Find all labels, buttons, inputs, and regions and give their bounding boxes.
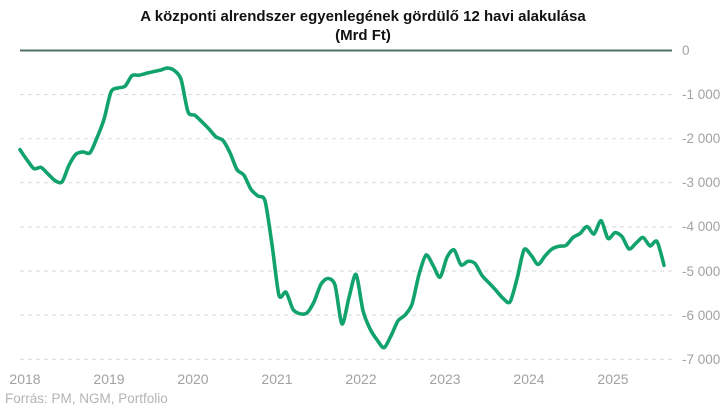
- x-axis-label: 2022: [345, 371, 377, 387]
- x-axis-label: 2024: [513, 371, 545, 387]
- y-axis-label: -2 000: [682, 131, 721, 147]
- chart-title-block: A központi alrendszer egyenlegének gördü…: [0, 7, 726, 45]
- y-axis-label: -1 000: [682, 87, 721, 103]
- data-line: [18, 66, 666, 350]
- y-axis-label: -5 000: [682, 263, 721, 279]
- gridlines: [20, 49, 672, 360]
- x-axis-label: 2021: [261, 371, 293, 387]
- y-axis-label: -4 000: [682, 219, 721, 235]
- y-axis-label: -7 000: [682, 351, 721, 367]
- x-axis-label: 2019: [93, 371, 125, 387]
- x-axis-label: 2023: [429, 371, 461, 387]
- y-axis-label: -6 000: [682, 307, 721, 323]
- chart-subtitle: (Mrd Ft): [335, 27, 391, 44]
- y-axis-label: -3 000: [682, 175, 721, 191]
- x-axis-label: 2018: [9, 371, 41, 387]
- source-note: Forrás: PM, NGM, Portfolio: [5, 391, 168, 406]
- x-axis-label: 2020: [177, 371, 209, 387]
- chart-title: A központi alrendszer egyenlegének gördü…: [140, 8, 586, 25]
- x-axis-label: 2025: [597, 371, 629, 387]
- y-axis-label: 0: [682, 43, 690, 58]
